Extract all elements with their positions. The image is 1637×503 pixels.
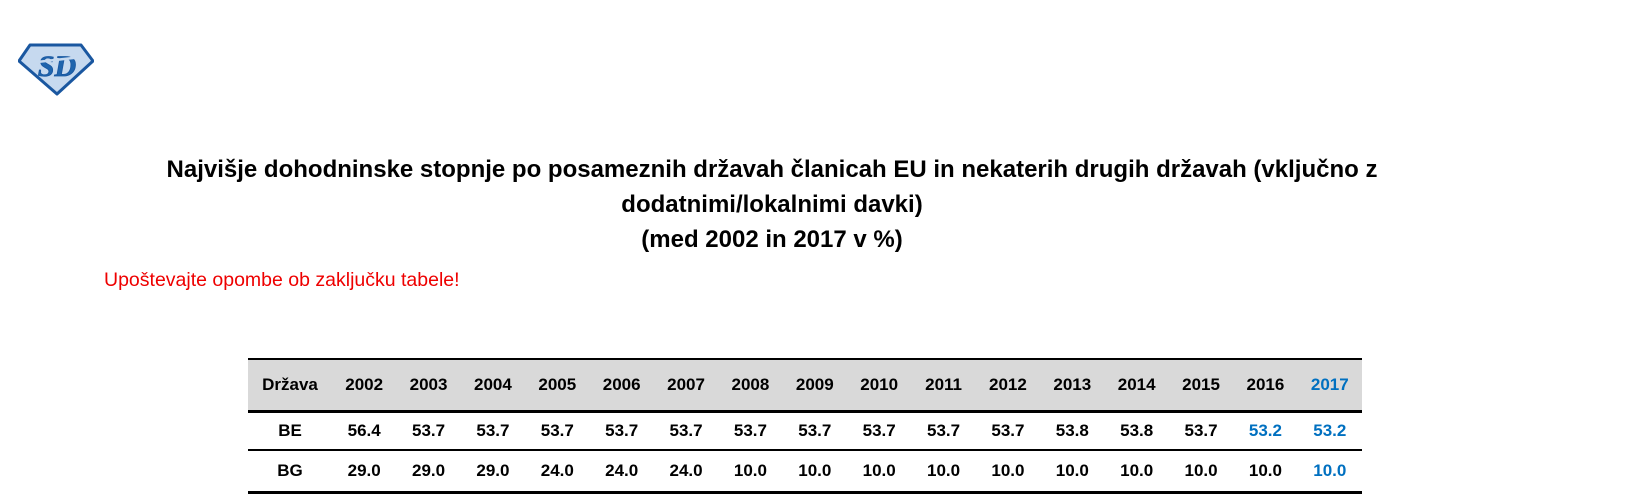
column-header-year: 2010	[847, 358, 912, 413]
column-header-year: 2014	[1104, 358, 1169, 413]
rate-value-cell: 53.8	[1040, 411, 1105, 451]
column-header-year: 2008	[718, 358, 783, 413]
rate-value-cell: 56.4	[332, 411, 397, 451]
rate-value-cell: 53.7	[782, 411, 847, 451]
rate-value-cell: 53.7	[460, 411, 526, 451]
column-header-year: 2013	[1040, 358, 1105, 413]
rate-value-cell: 10.0	[1040, 450, 1105, 494]
column-header-year: 2009	[782, 358, 847, 413]
tax-rates-table-wrap: Država 2002 2003 2004 2005 2006 2007 2008 2009 20…	[248, 358, 1362, 494]
logo-letters: SD	[38, 50, 76, 83]
column-header-year: 2015	[1168, 358, 1234, 413]
table-row: BG 29.0 29.0 29.0 24.0 24.0 24.0 10.0 10.0 10.0 10…	[248, 450, 1362, 494]
notes-warning-text: Upoštevajte opombe ob zaključku tabele!	[104, 269, 460, 291]
rate-value-cell: 29.0	[460, 450, 526, 494]
rate-value-cell: 10.0	[1168, 450, 1234, 494]
rate-value-cell: 24.0	[589, 450, 654, 494]
rate-value-cell: 29.0	[332, 450, 397, 494]
column-header-year: 2006	[589, 358, 654, 413]
page-title-line-2: dodatnimi/lokalnimi davki)	[621, 191, 923, 218]
country-code-cell: BE	[248, 411, 332, 451]
rate-value-cell: 10.0	[1297, 450, 1362, 494]
tax-rates-table: Država 2002 2003 2004 2005 2006 2007 2008 2009 20…	[248, 358, 1362, 494]
logo-stripe	[27, 55, 83, 65]
rate-value-cell: 29.0	[396, 450, 461, 494]
table-body: BE 56.4 53.7 53.7 53.7 53.7 53.7 53.7 53.7 53.7 53…	[248, 411, 1362, 494]
rate-value-cell: 24.0	[525, 450, 590, 494]
page-title-line-1: Najvišje dohodninske stopnje po posamezn…	[166, 156, 1378, 183]
rate-value-cell: 53.2	[1233, 411, 1298, 451]
rate-value-cell: 53.2	[1297, 411, 1362, 451]
rate-value-cell: 24.0	[653, 450, 719, 494]
rate-value-cell: 53.7	[653, 411, 719, 451]
rate-value-cell: 53.7	[847, 411, 912, 451]
column-header-year: 2016	[1233, 358, 1298, 413]
column-header-year: 2004	[460, 358, 526, 413]
table-row: BE 56.4 53.7 53.7 53.7 53.7 53.7 53.7 53.7 53.7 53…	[248, 411, 1362, 451]
rate-value-cell: 53.7	[1168, 411, 1234, 451]
column-header-year: 2012	[975, 358, 1041, 413]
table-header-row: Država 2002 2003 2004 2005 2006 2007 2008 2009 20…	[248, 358, 1362, 413]
column-header-year: 2005	[525, 358, 590, 413]
sd-diamond-logo: SD	[18, 43, 94, 96]
rate-value-cell: 10.0	[1233, 450, 1298, 494]
column-header-year: 2017	[1297, 358, 1362, 413]
rate-value-cell: 10.0	[718, 450, 783, 494]
rate-value-cell: 53.7	[718, 411, 783, 451]
rate-value-cell: 53.7	[975, 411, 1041, 451]
country-code-cell: BG	[248, 450, 332, 494]
column-header-year: 2003	[396, 358, 461, 413]
table-header: Država 2002 2003 2004 2005 2006 2007 2008 2009 20…	[248, 358, 1362, 413]
page-title-line-3: (med 2002 in 2017 v %)	[641, 226, 903, 253]
rate-value-cell: 10.0	[1104, 450, 1169, 494]
rate-value-cell: 53.7	[911, 411, 976, 451]
rate-value-cell: 10.0	[847, 450, 912, 494]
rate-value-cell: 53.7	[396, 411, 461, 451]
column-header-country: Država	[248, 358, 332, 413]
column-header-year: 2007	[653, 358, 719, 413]
page-title: Najvišje dohodninske stopnje po posamezn…	[102, 152, 1442, 257]
rate-value-cell: 53.7	[525, 411, 590, 451]
rate-value-cell: 53.8	[1104, 411, 1169, 451]
rate-value-cell: 10.0	[975, 450, 1041, 494]
column-header-year: 2002	[332, 358, 397, 413]
column-header-year: 2011	[911, 358, 976, 413]
rate-value-cell: 10.0	[782, 450, 847, 494]
rate-value-cell: 53.7	[589, 411, 654, 451]
rate-value-cell: 10.0	[911, 450, 976, 494]
